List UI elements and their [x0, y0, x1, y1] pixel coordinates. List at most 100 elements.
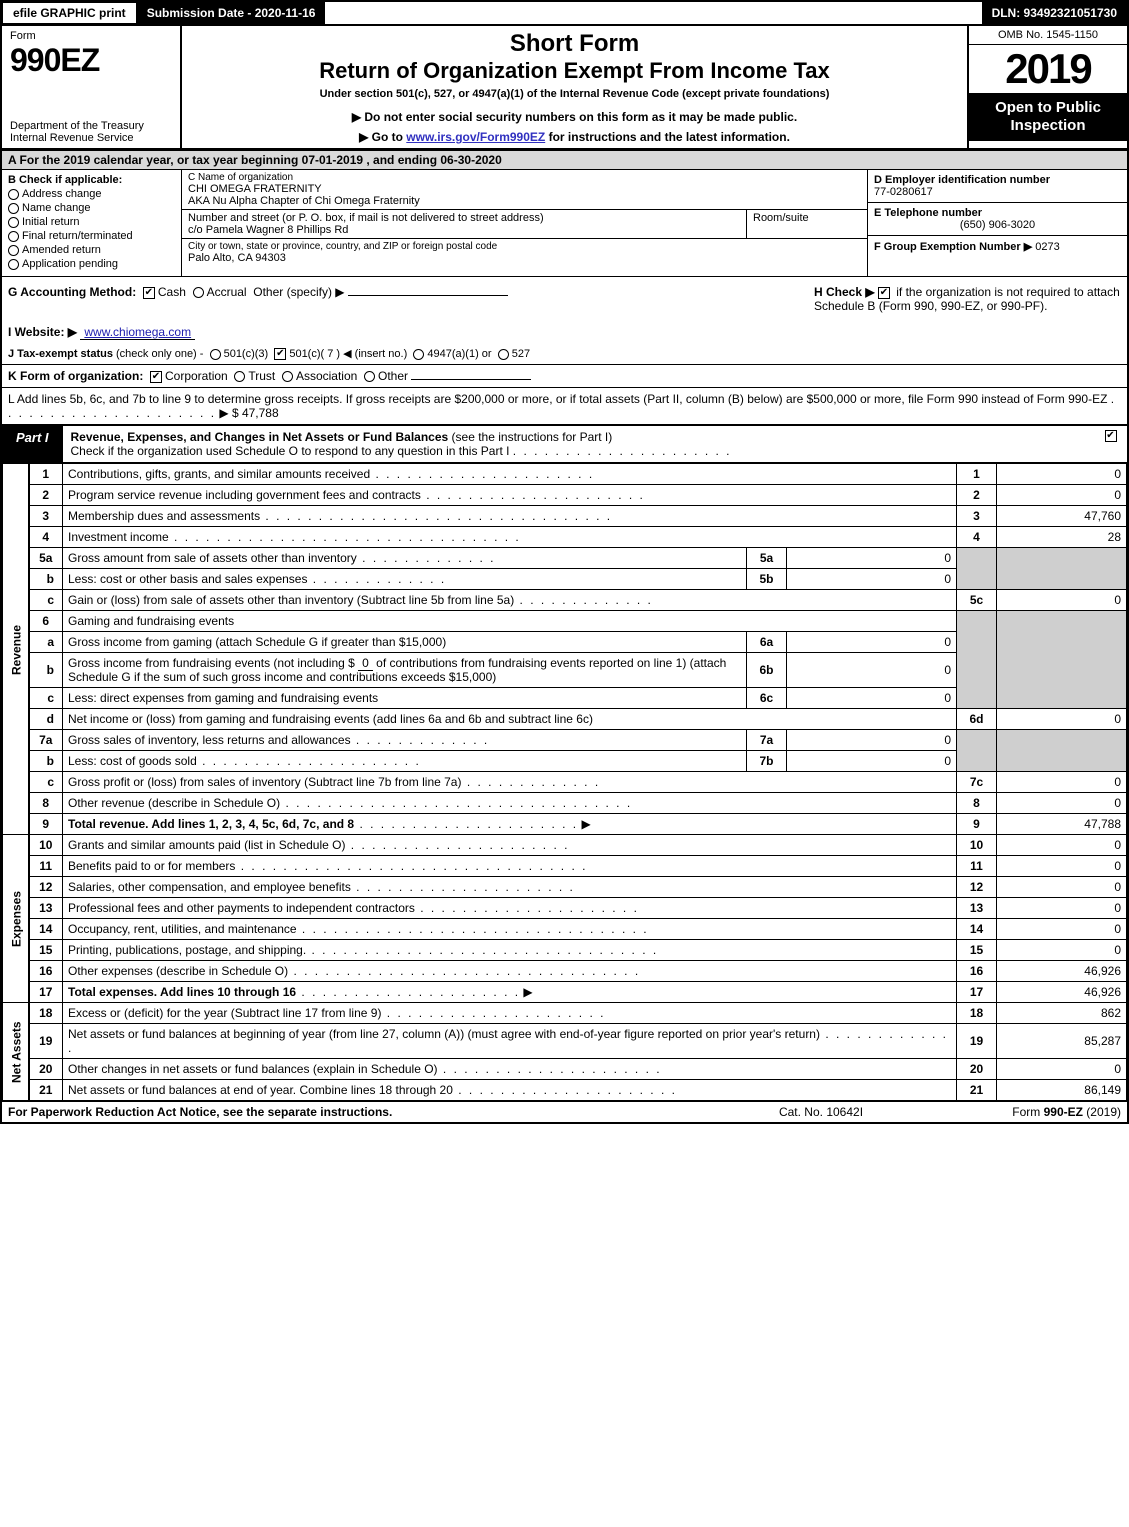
box-4: 4	[957, 527, 997, 548]
j-o1: 501(c)(3)	[224, 348, 269, 360]
rb-4947[interactable]	[413, 349, 424, 360]
subval-6a: 0	[787, 632, 957, 653]
department-label: Department of the Treasury Internal Reve…	[10, 120, 172, 144]
val-7c: 0	[997, 772, 1127, 793]
k-trust: Trust	[248, 369, 275, 383]
rb-trust[interactable]	[234, 371, 245, 382]
k-other: Other	[378, 369, 408, 383]
table-row: Revenue 1 Contributions, gifts, grants, …	[3, 464, 1127, 485]
subval-5a: 0	[787, 548, 957, 569]
k-other-input[interactable]	[411, 379, 531, 380]
cb-name-change[interactable]: Name change	[8, 202, 175, 214]
form-word: Form	[10, 30, 172, 42]
sub-6c: 6c	[747, 688, 787, 709]
ln-11: 11	[29, 856, 63, 877]
subval-6c: 0	[787, 688, 957, 709]
k-assoc: Association	[296, 369, 357, 383]
j-paren: (check only one) -	[116, 348, 203, 360]
val-15: 0	[997, 940, 1127, 961]
rb-527[interactable]	[498, 349, 509, 360]
form-header-right: OMB No. 1545-1150 2019 Open to Public In…	[967, 26, 1127, 148]
shade-5	[957, 548, 997, 590]
website-link[interactable]: www.chiomega.com	[80, 325, 195, 340]
cb-cash[interactable]	[143, 287, 155, 299]
ln-17: 17	[29, 982, 63, 1003]
desc-6: Gaming and fundraising events	[63, 611, 957, 632]
cb-501c[interactable]	[274, 348, 286, 360]
j-row: J Tax-exempt status (check only one) - 5…	[2, 343, 1127, 364]
shade-7v	[997, 730, 1127, 772]
val-12: 0	[997, 877, 1127, 898]
cb-h[interactable]	[878, 287, 890, 299]
desc-14: Occupancy, rent, utilities, and maintena…	[63, 919, 957, 940]
cb-application-pending[interactable]: Application pending	[8, 258, 175, 270]
val-11: 0	[997, 856, 1127, 877]
desc-6c: Less: direct expenses from gaming and fu…	[63, 688, 747, 709]
desc-2: Program service revenue including govern…	[63, 485, 957, 506]
sub-5b: 5b	[747, 569, 787, 590]
l-row: L Add lines 5b, 6c, and 7b to line 9 to …	[2, 387, 1127, 424]
val-18: 862	[997, 1003, 1127, 1024]
part1-check[interactable]	[1097, 426, 1127, 462]
org-aka: AKA Nu Alpha Chapter of Chi Omega Frater…	[188, 195, 861, 207]
instructions-link[interactable]: www.irs.gov/Form990EZ	[406, 130, 545, 144]
desc-7a: Gross sales of inventory, less returns a…	[63, 730, 747, 751]
ln-15: 15	[29, 940, 63, 961]
ghijkl-block: G Accounting Method: Cash Accrual Other …	[2, 277, 1127, 425]
ln-6: 6	[29, 611, 63, 632]
subval-7b: 0	[787, 751, 957, 772]
box-12: 12	[957, 877, 997, 898]
table-row: 13 Professional fees and other payments …	[3, 898, 1127, 919]
ln-4: 4	[29, 527, 63, 548]
box-3: 3	[957, 506, 997, 527]
street-cell: Number and street (or P. O. box, if mail…	[182, 210, 747, 238]
table-row: c Gross profit or (loss) from sales of i…	[3, 772, 1127, 793]
gh-row: G Accounting Method: Cash Accrual Other …	[2, 277, 1127, 321]
dln-label: DLN: 93492321051730	[982, 2, 1127, 24]
j-o2: 501(c)( 7 )	[289, 348, 340, 360]
cb-final-return[interactable]: Final return/terminated	[8, 230, 175, 242]
rb-501c3[interactable]	[210, 349, 221, 360]
sub-6a: 6a	[747, 632, 787, 653]
street-value: c/o Pamela Wagner 8 Phillips Rd	[188, 224, 740, 236]
efile-print-button[interactable]: efile GRAPHIC print	[2, 2, 137, 24]
rb-accrual[interactable]	[193, 287, 204, 298]
part-1-header: Part I Revenue, Expenses, and Changes in…	[2, 425, 1127, 463]
cb-initial-return[interactable]: Initial return	[8, 216, 175, 228]
ln-5a: 5a	[29, 548, 63, 569]
k-row: K Form of organization: Corporation Trus…	[2, 364, 1127, 387]
top-bar: efile GRAPHIC print Submission Date - 20…	[2, 2, 1127, 26]
ln-7a: 7a	[29, 730, 63, 751]
val-3: 47,760	[997, 506, 1127, 527]
j-o3: 4947(a)(1) or	[427, 348, 491, 360]
ln-10: 10	[29, 835, 63, 856]
cb-address-change[interactable]: Address change	[8, 188, 175, 200]
org-name: CHI OMEGA FRATERNITY	[188, 183, 861, 195]
ln-16: 16	[29, 961, 63, 982]
section-b: B Check if applicable: Address change Na…	[2, 170, 182, 276]
g-other-input[interactable]	[348, 295, 508, 296]
desc-4: Investment income	[63, 527, 957, 548]
table-row: Expenses 10 Grants and similar amounts p…	[3, 835, 1127, 856]
table-row: 17 Total expenses. Add lines 10 through …	[3, 982, 1127, 1003]
e-cell: E Telephone number (650) 906-3020	[868, 203, 1127, 236]
table-row: 21 Net assets or fund balances at end of…	[3, 1080, 1127, 1101]
room-label: Room/suite	[753, 212, 861, 224]
box-11: 11	[957, 856, 997, 877]
rb-assoc[interactable]	[282, 371, 293, 382]
cb-corporation[interactable]	[150, 371, 162, 383]
ln-14: 14	[29, 919, 63, 940]
revenue-side-label: Revenue	[3, 464, 29, 835]
submission-date-button[interactable]: Submission Date - 2020-11-16	[137, 2, 326, 24]
rb-other[interactable]	[364, 371, 375, 382]
cb-amended-return[interactable]: Amended return	[8, 244, 175, 256]
desc-7b: Less: cost of goods sold	[63, 751, 747, 772]
footer-right: Form 990-EZ (2019)	[921, 1105, 1121, 1119]
footer-mid: Cat. No. 10642I	[721, 1105, 921, 1119]
identity-block: B Check if applicable: Address change Na…	[2, 170, 1127, 277]
table-row: 16 Other expenses (describe in Schedule …	[3, 961, 1127, 982]
title-return: Return of Organization Exempt From Incom…	[192, 58, 957, 84]
table-row: 7a Gross sales of inventory, less return…	[3, 730, 1127, 751]
val-5c: 0	[997, 590, 1127, 611]
page-footer: For Paperwork Reduction Act Notice, see …	[2, 1101, 1127, 1122]
